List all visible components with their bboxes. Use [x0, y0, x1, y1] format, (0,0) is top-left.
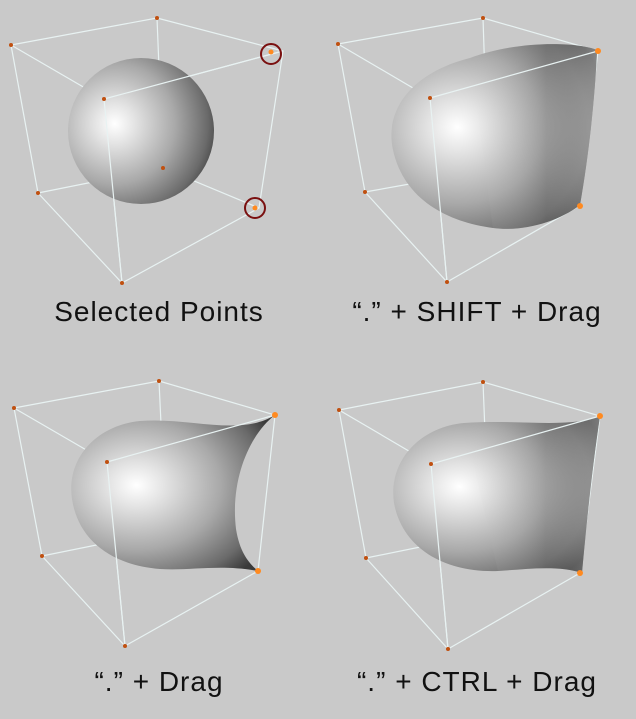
deformed-shape-figure	[0, 359, 318, 719]
selected-vertex[interactable]	[255, 568, 261, 574]
deformed-shape-figure	[318, 359, 636, 719]
cage-vertex	[161, 166, 165, 170]
selected-vertex[interactable]	[577, 570, 583, 576]
cage-vertex	[155, 16, 159, 20]
cage-vertex	[102, 97, 106, 101]
cage-vertex	[336, 42, 340, 46]
sphere-shape	[68, 58, 214, 204]
cage-vertex	[445, 280, 449, 284]
panel-caption: Selected Points	[0, 296, 318, 328]
cage-vertex	[9, 43, 13, 47]
panel-selected-points: Selected Points	[0, 0, 318, 359]
selected-vertex[interactable]	[577, 203, 583, 209]
panel-shift-drag: “.” + SHIFT + Drag	[318, 0, 636, 359]
panel-ctrl-drag: “.” + CTRL + Drag	[318, 359, 636, 718]
selected-vertex[interactable]	[253, 206, 258, 211]
panel-caption: “.” + Drag	[0, 666, 318, 698]
cage-vertex	[429, 462, 433, 466]
cage-vertex	[481, 380, 485, 384]
cage-vertex	[157, 379, 161, 383]
selected-vertex[interactable]	[272, 412, 278, 418]
cage-vertex	[363, 190, 367, 194]
cage-vertex	[120, 281, 124, 285]
cage-vertex	[105, 460, 109, 464]
cage-vertex	[446, 647, 450, 651]
cage-vertex	[40, 554, 44, 558]
cage-vertex	[12, 406, 16, 410]
cage-vertex	[36, 191, 40, 195]
deformed-shape	[71, 415, 275, 571]
selected-vertex[interactable]	[597, 413, 603, 419]
selected-vertex[interactable]	[595, 48, 601, 54]
panel-caption: “.” + CTRL + Drag	[318, 666, 636, 698]
cage-vertex	[481, 16, 485, 20]
panel-caption: “.” + SHIFT + Drag	[318, 296, 636, 328]
selected-vertex[interactable]	[269, 50, 274, 55]
panel-drag: “.” + Drag	[0, 359, 318, 718]
cage-vertex	[428, 96, 432, 100]
cage-vertex	[337, 408, 341, 412]
cage-vertex	[364, 556, 368, 560]
cage-vertex	[123, 644, 127, 648]
